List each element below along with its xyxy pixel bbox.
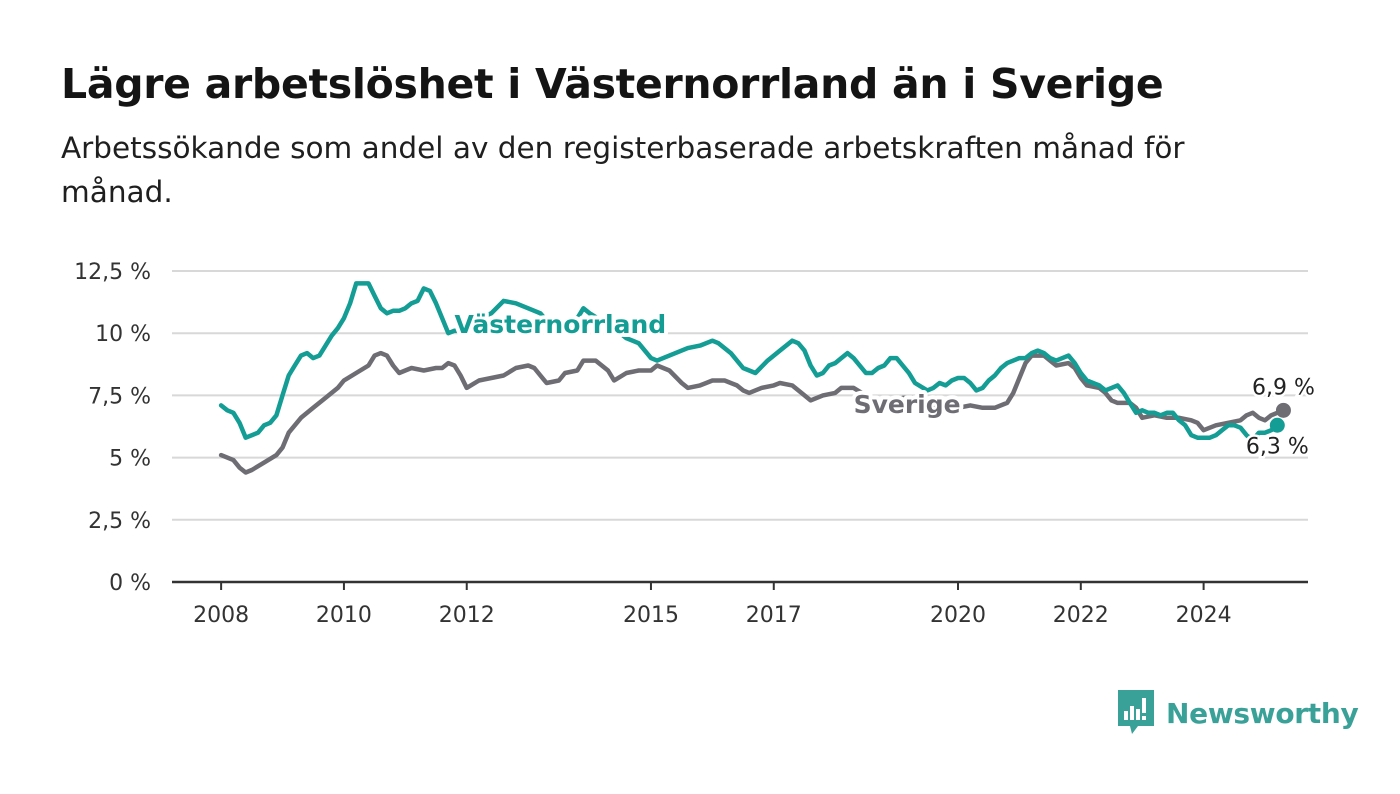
x-tick-label: 2010 [316,603,372,628]
series-label-västernorrland: Västernorrland [454,310,666,339]
x-tick-label: 2012 [439,603,495,628]
gridlines [172,270,1308,584]
end-marker-sverige [1275,402,1291,418]
end-value-label: 6,9 % [1252,375,1315,400]
x-tick-label: 2024 [1176,603,1232,628]
series-labels: Västernorrland Sverige [450,306,964,423]
y-tick-label: 2,5 % [88,509,151,534]
series-label-sverige: Sverige [854,390,961,419]
series-line-västernorrland [218,281,1280,443]
x-tick-label: 2020 [930,603,986,628]
chart-subtitle: Arbetssökande som andel av den registerb… [61,131,1185,209]
line-chart: 0 %2,5 %5 %7,5 %10 %12,5 % 2008 2010 2012 2… [74,260,1317,628]
x-tick-label: 2022 [1053,603,1109,628]
newsworthy-logo-icon [1118,690,1154,734]
y-tick-label: 5 % [109,447,151,472]
newsworthy-logo: Newsworthy [1118,690,1359,736]
y-tick-label: 10 % [95,322,151,347]
end-value-label: 6,3 % [1246,434,1309,459]
x-axis-ticks: 2008 2010 2012 2015 2017 2020 2022 2024 [193,582,1232,628]
end-markers: 6,3 % 6,9 % [1243,373,1317,462]
series-line-sverige [218,350,1286,475]
y-tick-label: 7,5 % [88,384,151,409]
x-tick-label: 2017 [746,603,802,628]
x-tick-label: 2015 [623,603,679,628]
x-tick-label: 2008 [193,603,249,628]
brand-name: Newsworthy [1166,696,1359,730]
y-tick-label: 12,5 % [74,260,151,285]
chart-title: Lägre arbetslöshet i Västernorrland än i… [61,60,1164,108]
end-marker-västernorrland [1269,417,1285,433]
y-tick-label: 0 % [109,571,151,596]
y-axis-ticks: 0 % 2,5 % 5 % 7,5 % 10 % 12,5 % [74,260,151,596]
series-lines [218,281,1286,475]
